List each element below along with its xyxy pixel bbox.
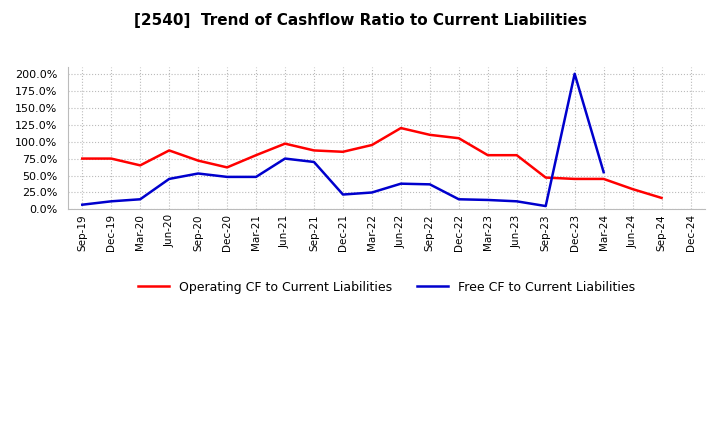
- Operating CF to Current Liabilities: [78, 156, 86, 161]
- Operating CF to Current Liabilities: [222, 165, 231, 170]
- Operating CF to Current Liabilities: [281, 141, 289, 146]
- Free CF to Current Liabilities: [136, 197, 145, 202]
- Operating CF to Current Liabilities: [136, 163, 145, 168]
- Free CF to Current Liabilities: [368, 190, 377, 195]
- Operating CF to Current Liabilities: [252, 153, 261, 158]
- Legend: Operating CF to Current Liabilities, Free CF to Current Liabilities: Operating CF to Current Liabilities, Fre…: [132, 275, 640, 298]
- Operating CF to Current Liabilities: [483, 153, 492, 158]
- Operating CF to Current Liabilities: [629, 187, 637, 192]
- Operating CF to Current Liabilities: [338, 149, 347, 154]
- Free CF to Current Liabilities: [281, 156, 289, 161]
- Free CF to Current Liabilities: [252, 174, 261, 180]
- Operating CF to Current Liabilities: [513, 153, 521, 158]
- Free CF to Current Liabilities: [338, 192, 347, 197]
- Operating CF to Current Liabilities: [570, 176, 579, 182]
- Line: Free CF to Current Liabilities: Free CF to Current Liabilities: [82, 74, 603, 206]
- Line: Operating CF to Current Liabilities: Operating CF to Current Liabilities: [82, 128, 662, 198]
- Free CF to Current Liabilities: [513, 199, 521, 204]
- Free CF to Current Liabilities: [483, 197, 492, 202]
- Operating CF to Current Liabilities: [657, 195, 666, 201]
- Free CF to Current Liabilities: [570, 71, 579, 77]
- Operating CF to Current Liabilities: [454, 136, 463, 141]
- Free CF to Current Liabilities: [310, 159, 318, 165]
- Operating CF to Current Liabilities: [368, 143, 377, 148]
- Free CF to Current Liabilities: [426, 182, 434, 187]
- Operating CF to Current Liabilities: [165, 148, 174, 153]
- Operating CF to Current Liabilities: [541, 175, 550, 180]
- Operating CF to Current Liabilities: [194, 158, 202, 163]
- Free CF to Current Liabilities: [397, 181, 405, 186]
- Free CF to Current Liabilities: [599, 169, 608, 175]
- Operating CF to Current Liabilities: [426, 132, 434, 137]
- Free CF to Current Liabilities: [165, 176, 174, 182]
- Operating CF to Current Liabilities: [107, 156, 115, 161]
- Operating CF to Current Liabilities: [599, 176, 608, 182]
- Free CF to Current Liabilities: [454, 197, 463, 202]
- Operating CF to Current Liabilities: [310, 148, 318, 153]
- Free CF to Current Liabilities: [541, 203, 550, 209]
- Free CF to Current Liabilities: [107, 199, 115, 204]
- Operating CF to Current Liabilities: [397, 125, 405, 131]
- Free CF to Current Liabilities: [78, 202, 86, 207]
- Free CF to Current Liabilities: [194, 171, 202, 176]
- Free CF to Current Liabilities: [222, 174, 231, 180]
- Text: [2540]  Trend of Cashflow Ratio to Current Liabilities: [2540] Trend of Cashflow Ratio to Curren…: [133, 13, 587, 28]
